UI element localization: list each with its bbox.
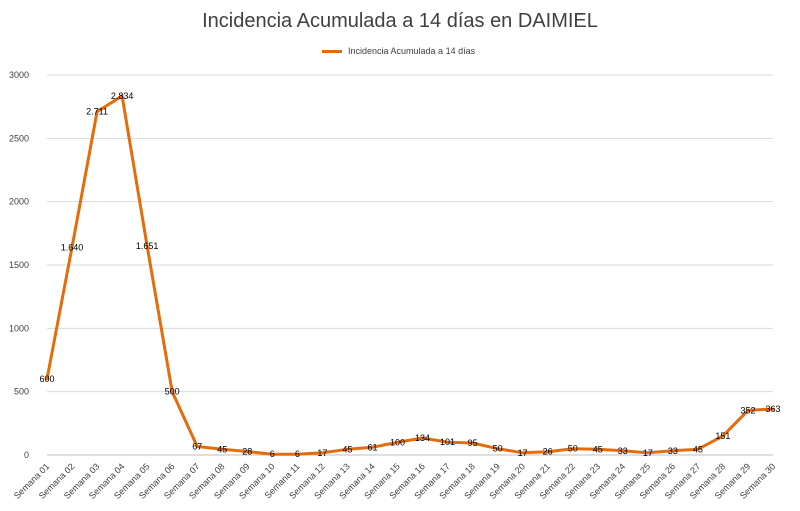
data-label: 28 [242,446,252,456]
data-label: 17 [518,448,528,458]
data-label: 17 [643,448,653,458]
data-label: 45 [217,444,227,454]
data-label: 151 [715,431,730,441]
y-tick-label: 500 [14,387,29,397]
y-tick-label: 1500 [9,260,29,270]
data-label: 100 [390,437,405,447]
data-label: 2.834 [111,91,134,101]
data-label: 33 [668,446,678,456]
y-tick-label: 2000 [9,197,29,207]
data-label: 45 [342,444,352,454]
data-label: 50 [493,444,503,454]
data-label: 45 [693,444,703,454]
data-label: 1.640 [61,242,84,252]
chart-title: Incidencia Acumulada a 14 días en DAIMIE… [202,10,598,32]
series-line [45,94,775,456]
y-tick-label: 1000 [9,323,29,333]
data-label: 33 [618,446,628,456]
data-label: 101 [440,437,455,447]
y-tick-label: 3000 [9,70,29,80]
data-label: 500 [165,387,180,397]
data-label: 26 [543,447,553,457]
legend: Incidencia Acumulada a 14 días [322,46,475,56]
data-label: 50 [568,444,578,454]
data-label: 6 [295,449,300,459]
data-label: 67 [192,442,202,452]
data-label: 95 [468,438,478,448]
data-label: 61 [367,442,377,452]
legend-label: Incidencia Acumulada a 14 días [348,46,476,56]
legend-line-swatch [322,49,342,53]
data-label: 134 [415,433,430,443]
y-tick-label: 0 [24,450,29,460]
data-label: 1.651 [136,241,159,251]
data-label: 363 [765,404,780,414]
data-label: 600 [39,374,54,384]
data-label: 352 [740,405,755,415]
data-label: 17 [317,448,327,458]
data-label: 6 [270,449,275,459]
data-label: 45 [593,444,603,454]
y-tick-label: 2500 [9,133,29,143]
data-label: 2.711 [86,107,108,117]
